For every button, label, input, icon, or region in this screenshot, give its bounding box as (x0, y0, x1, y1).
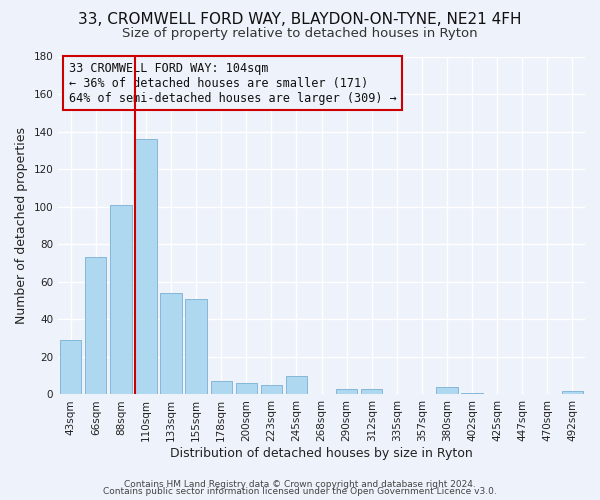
Text: Size of property relative to detached houses in Ryton: Size of property relative to detached ho… (122, 28, 478, 40)
Bar (236, 383, 257, 394)
Bar (160, 293, 182, 394)
Bar (436, 387, 458, 394)
Bar (562, 390, 583, 394)
Text: 33 CROMWELL FORD WAY: 104sqm
← 36% of detached houses are smaller (171)
64% of s: 33 CROMWELL FORD WAY: 104sqm ← 36% of de… (69, 62, 397, 104)
Text: Contains HM Land Registry data © Crown copyright and database right 2024.: Contains HM Land Registry data © Crown c… (124, 480, 476, 489)
Text: 33, CROMWELL FORD WAY, BLAYDON-ON-TYNE, NE21 4FH: 33, CROMWELL FORD WAY, BLAYDON-ON-TYNE, … (78, 12, 522, 28)
Bar (211, 382, 232, 394)
Bar (336, 389, 358, 394)
Y-axis label: Number of detached properties: Number of detached properties (15, 127, 28, 324)
Bar (136, 139, 157, 394)
Text: Contains public sector information licensed under the Open Government Licence v3: Contains public sector information licen… (103, 487, 497, 496)
Bar (461, 392, 483, 394)
Bar (110, 205, 131, 394)
Bar (361, 389, 382, 394)
Bar (286, 376, 307, 394)
Bar (85, 258, 106, 394)
Bar (60, 340, 82, 394)
Bar (185, 298, 207, 394)
Bar (261, 385, 282, 394)
X-axis label: Distribution of detached houses by size in Ryton: Distribution of detached houses by size … (170, 447, 473, 460)
